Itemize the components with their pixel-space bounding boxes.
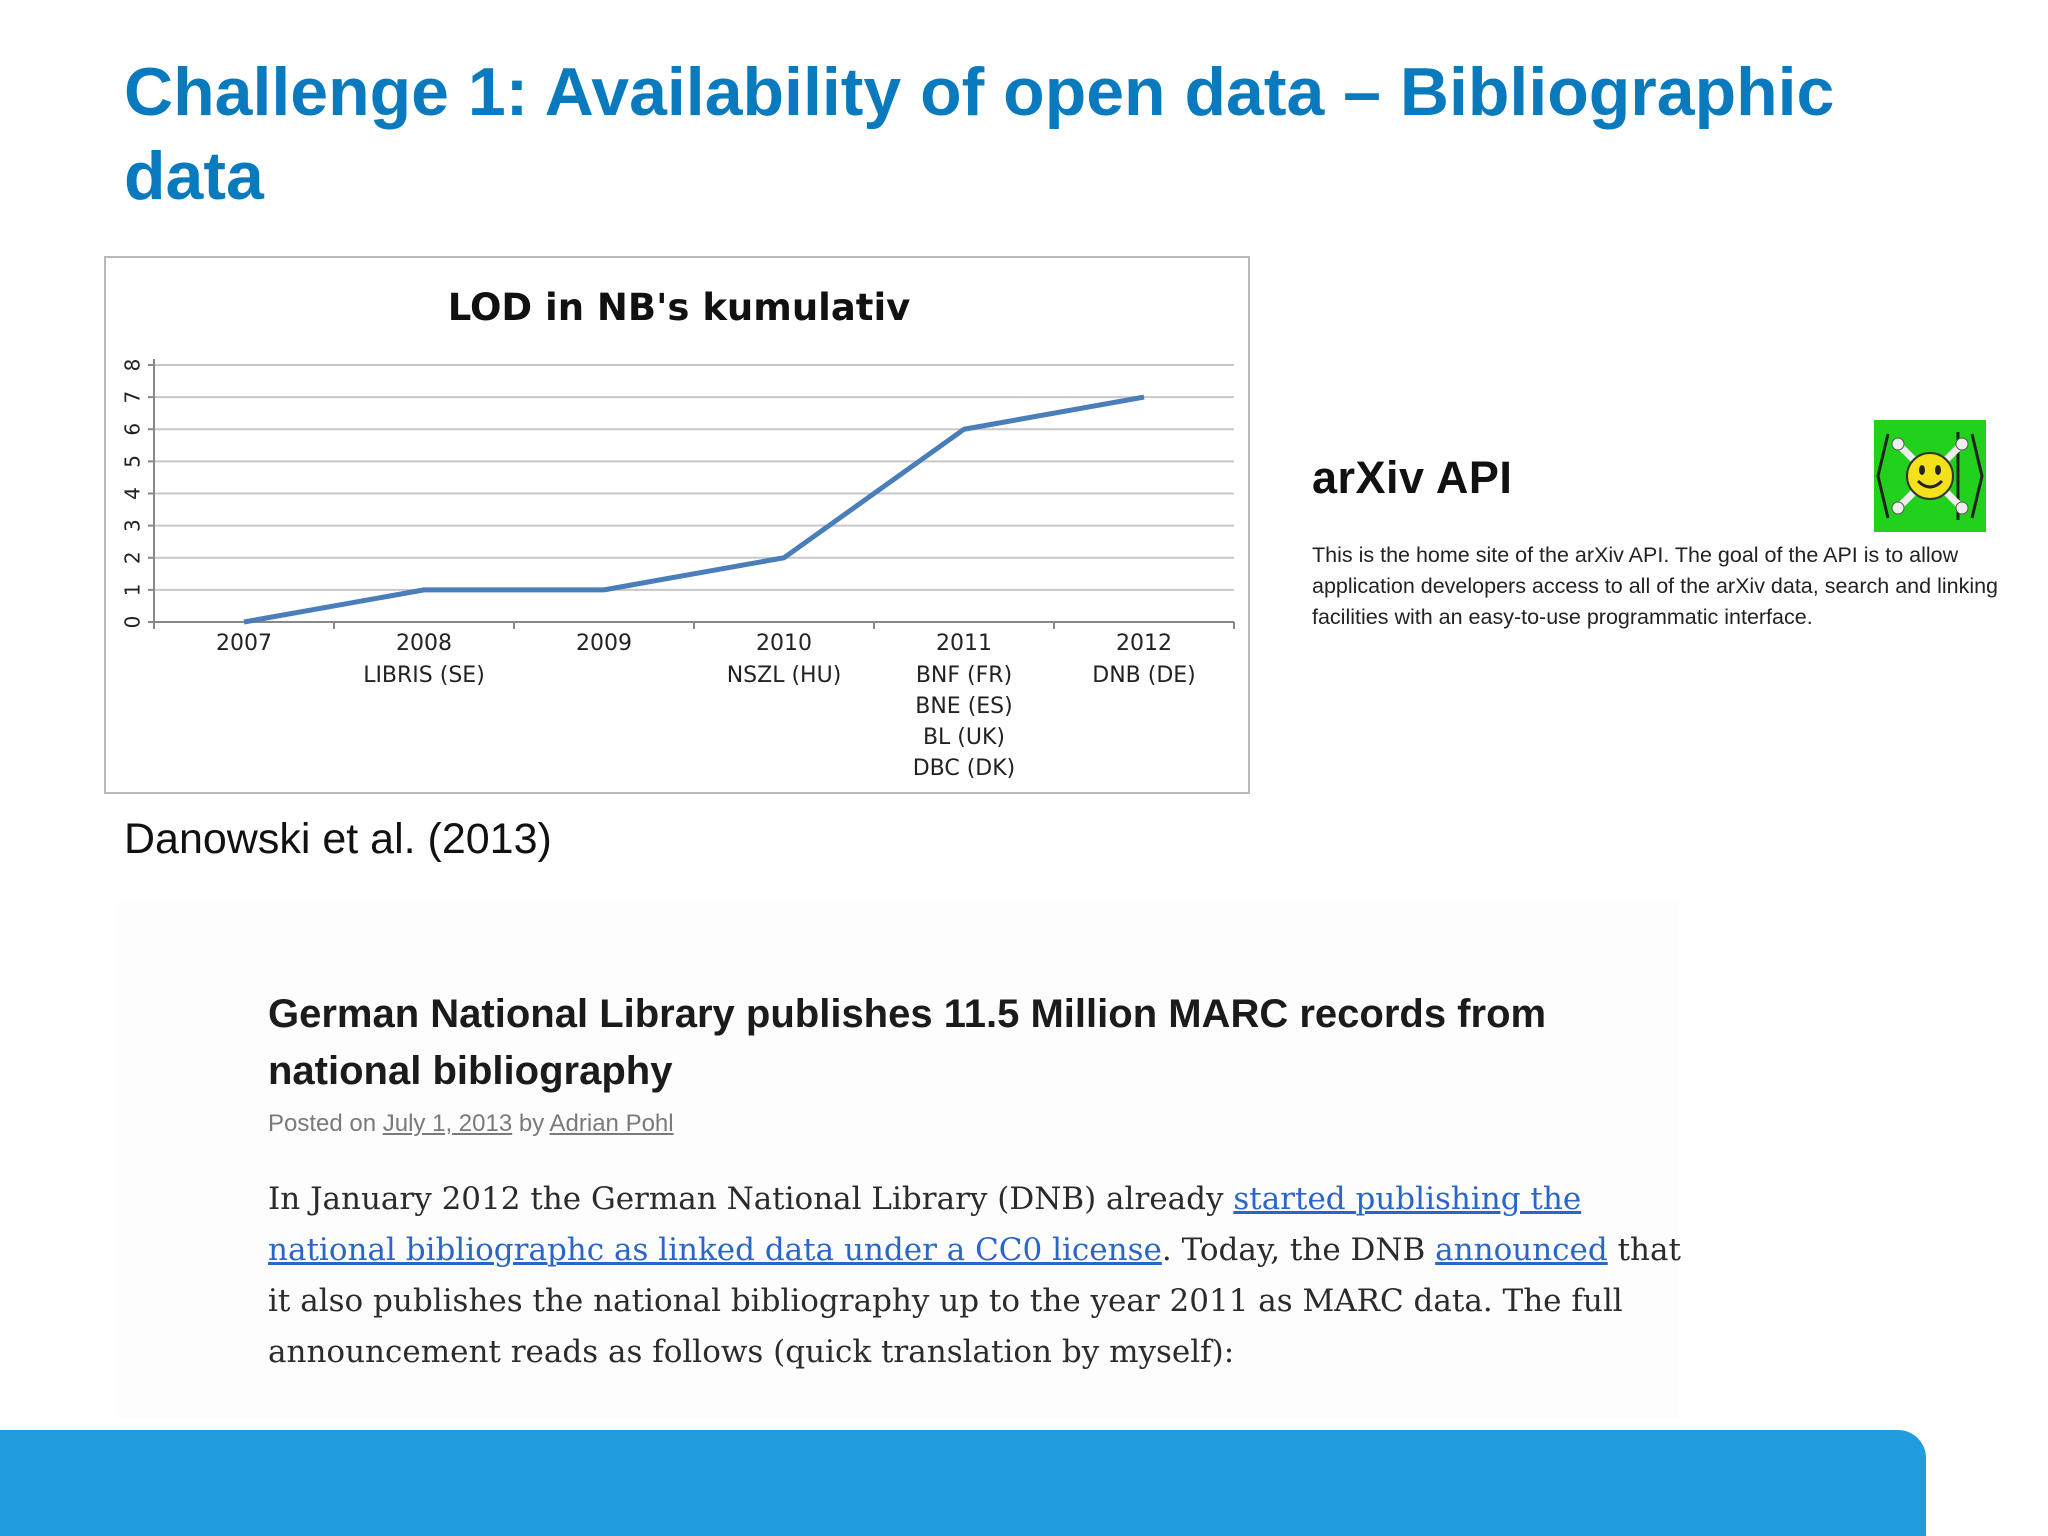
body-text-1: In January 2012 the German National Libr… <box>268 1181 1234 1217</box>
x-tick-label: 2011 <box>936 631 992 656</box>
posted-on-label: Posted on <box>268 1110 383 1137</box>
chart-title: LOD in NB's kumulativ <box>448 286 911 329</box>
slide-title: Challenge 1: Availability of open data –… <box>124 54 1835 214</box>
x-sublabel: BL (UK) <box>923 725 1005 750</box>
announced-link[interactable]: announced <box>1435 1232 1608 1268</box>
blog-post-title: German National Library publishes 11.5 M… <box>268 992 1547 1093</box>
line-chart: LOD in NB's kumulativ 0 1 2 3 4 5 6 7 8 2007 2008 LI… <box>104 256 1250 794</box>
y-tick-label: 6 <box>121 423 145 436</box>
x-tick-label: 2010 <box>756 631 812 656</box>
x-sublabel: LIBRIS (SE) <box>363 663 485 688</box>
x-tick-label: 2009 <box>576 631 632 656</box>
x-sublabel: DNB (DE) <box>1092 663 1196 688</box>
arxiv-title: arXiv API <box>1312 452 1513 503</box>
y-tick-label: 8 <box>121 359 145 372</box>
body-text-2: . Today, the DNB <box>1161 1232 1436 1268</box>
body-text-3: that it also publishes the national bibl… <box>268 1232 1681 1370</box>
y-tick-label: 0 <box>121 616 145 629</box>
blog-post-body: In January 2012 the German National Libr… <box>268 1174 1688 1378</box>
x-tick-label: 2012 <box>1116 631 1172 656</box>
linked-data-link[interactable]: started publishing the national bibliogr… <box>268 1181 1582 1268</box>
y-tick-label: 1 <box>121 584 145 597</box>
y-tick-label: 7 <box>121 391 145 404</box>
y-tick-label: 5 <box>121 455 145 468</box>
post-date-link[interactable]: July 1, 2013 <box>382 1110 513 1137</box>
author-link[interactable]: Adrian Pohl <box>549 1110 674 1137</box>
blog-post-meta: Posted on July 1, 2013 by Adrian Pohl <box>268 1110 674 1138</box>
x-sublabel: BNF (FR) <box>916 663 1012 688</box>
chart-canvas: LOD in NB's kumulativ 0 1 2 3 4 5 6 7 8 2007 2008 LI… <box>121 286 1235 781</box>
arxiv-panel: arXiv API This is the home site of the a… <box>1310 420 2010 640</box>
y-tick-label: 2 <box>121 551 145 564</box>
series-line <box>243 394 1145 625</box>
x-sublabel: NSZL (HU) <box>727 663 842 688</box>
x-tick-label: 2008 <box>396 631 452 656</box>
by-label: by <box>512 1110 550 1137</box>
x-sublabel: DBC (DK) <box>913 756 1016 781</box>
x-sublabel: BNE (ES) <box>915 694 1012 719</box>
arxiv-description: This is the home site of the arXiv API. … <box>1312 543 1999 629</box>
y-tick-label: 3 <box>121 519 145 532</box>
x-tick-label: 2007 <box>216 631 272 656</box>
y-tick-label: 4 <box>121 487 145 500</box>
blog-excerpt: German National Library publishes 11.5 M… <box>118 900 1681 1420</box>
footer-bar <box>0 1430 1926 1536</box>
smiley-crossbones-icon <box>1874 420 1986 532</box>
citation: Danowski et al. (2013) <box>124 815 552 863</box>
